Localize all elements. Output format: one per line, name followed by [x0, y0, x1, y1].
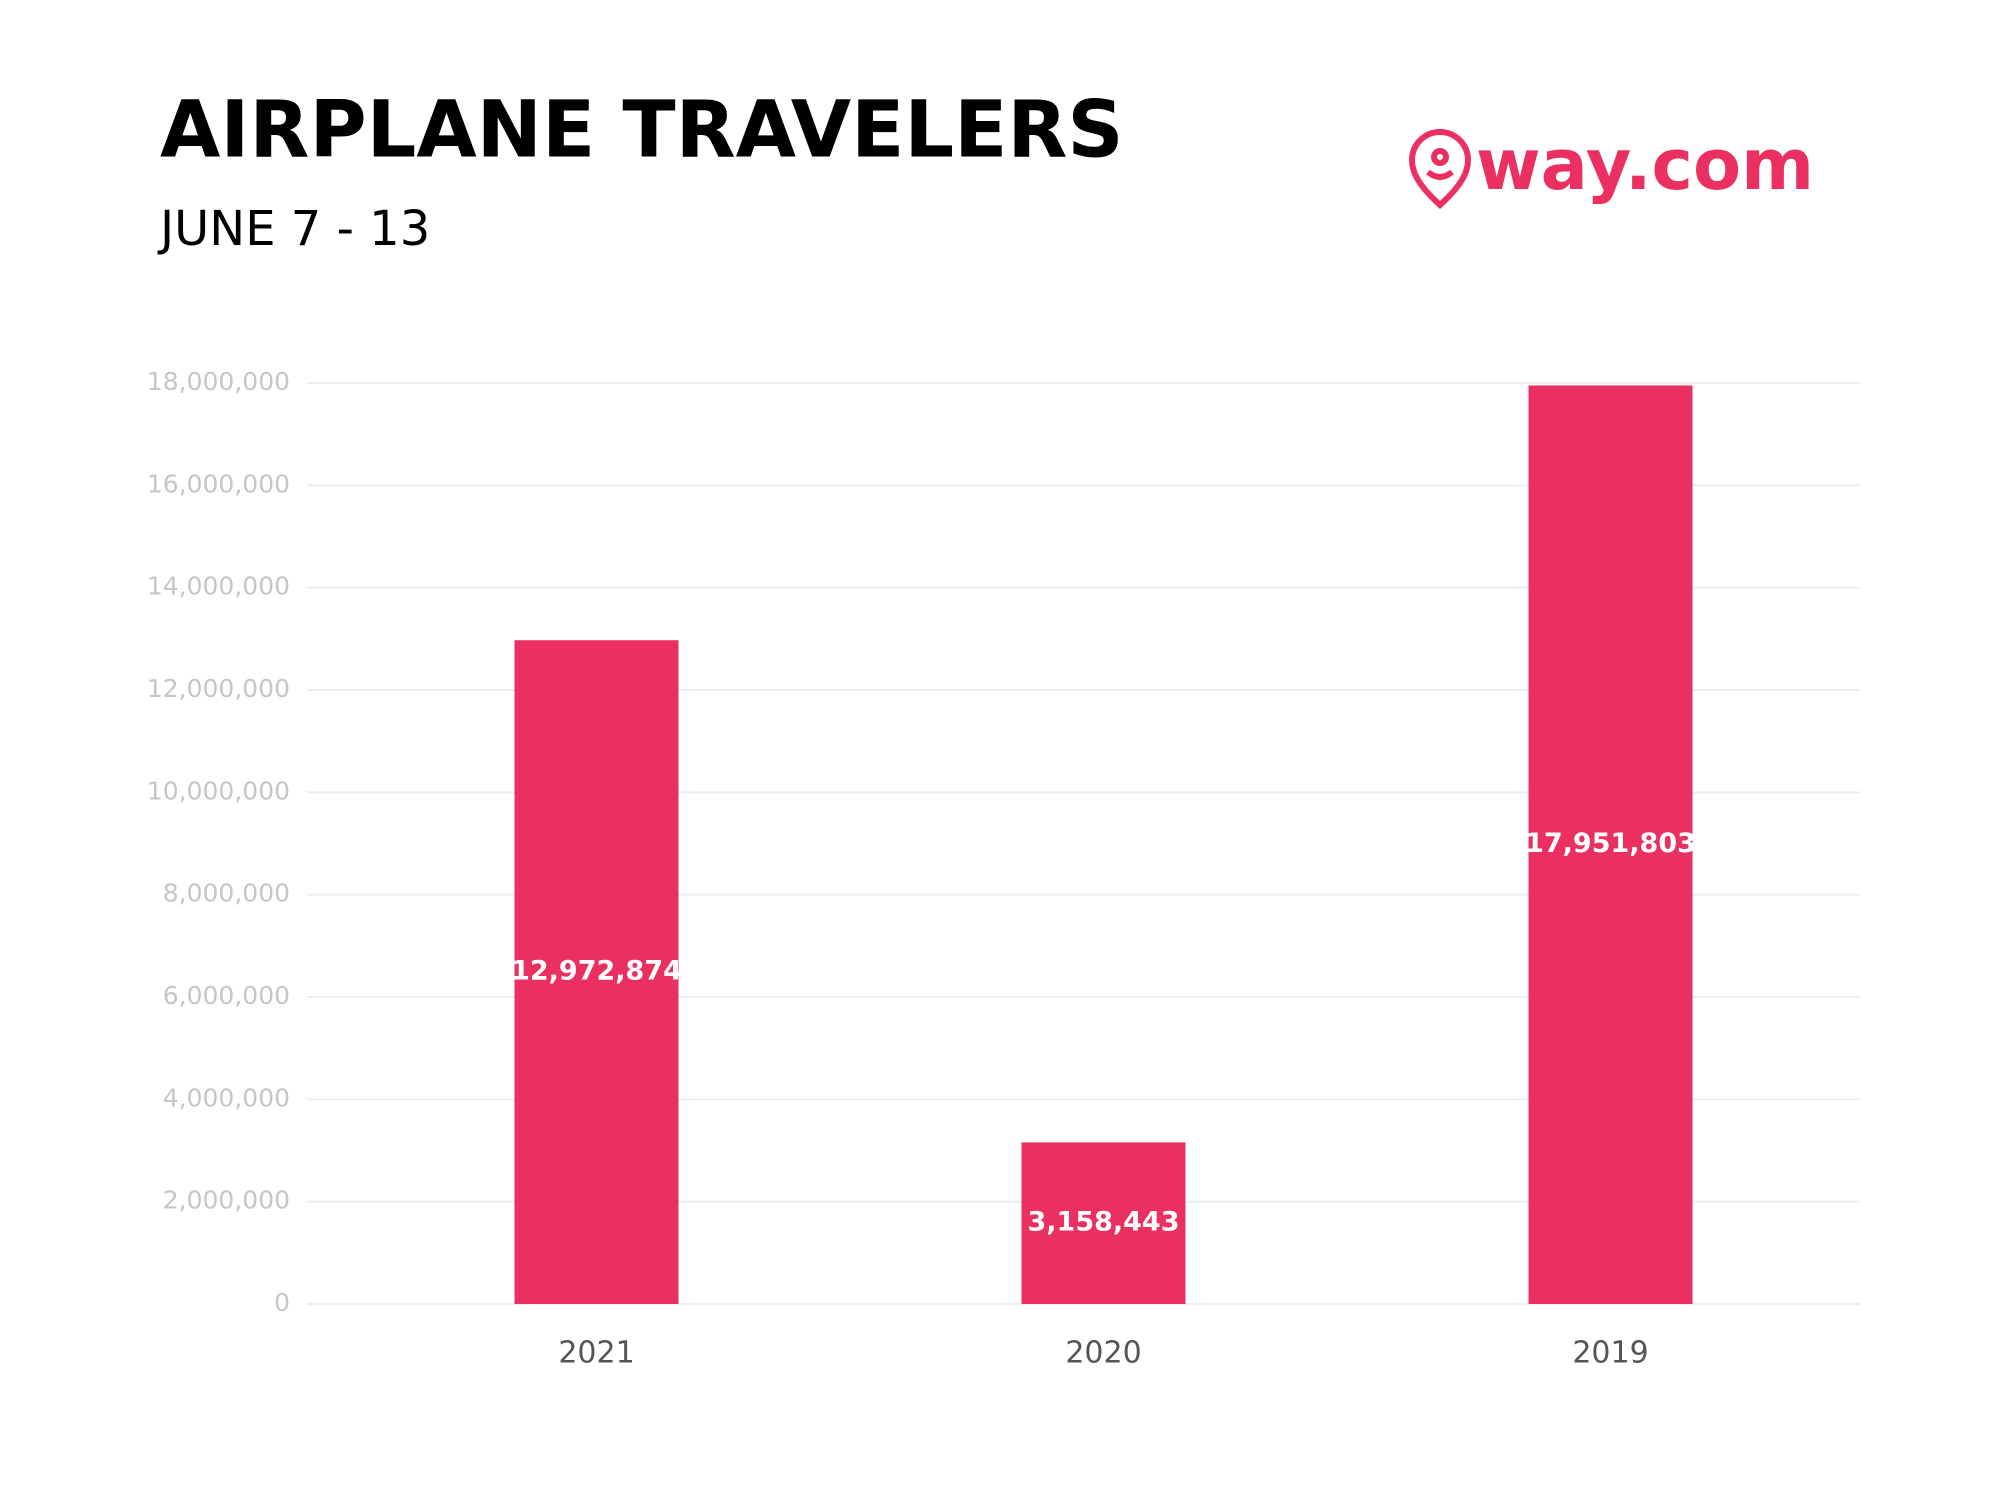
x-tick-label: 2019: [1572, 1336, 1648, 1371]
y-tick-label: 8,000,000: [163, 879, 290, 908]
y-tick-label: 10,000,000: [147, 776, 290, 805]
y-tick-label: 0: [274, 1288, 290, 1317]
y-tick-label: 18,000,000: [147, 367, 290, 396]
y-tick-label: 6,000,000: [163, 981, 290, 1010]
y-tick-label: 14,000,000: [147, 572, 290, 601]
y-tick-label: 2,000,000: [163, 1186, 290, 1215]
bar: [1528, 385, 1693, 1305]
value-label: 12,972,874: [511, 956, 682, 987]
chart-subtitle: JUNE 7 - 13: [157, 201, 430, 257]
y-tick-label: 4,000,000: [163, 1083, 290, 1112]
logo-text: way.com: [1476, 124, 1814, 206]
bar: [514, 640, 679, 1304]
chart-title: AIRPLANE TRAVELERS: [160, 85, 1124, 175]
value-label: 17,951,803: [1525, 828, 1696, 859]
y-tick-label: 12,000,000: [147, 674, 290, 703]
x-tick-label: 2020: [1065, 1336, 1141, 1371]
x-tick-label: 2021: [558, 1336, 634, 1371]
value-label: 3,158,443: [1027, 1207, 1179, 1238]
bar: [1021, 1142, 1186, 1304]
y-tick-label: 16,000,000: [147, 469, 290, 498]
logo-icon: [1408, 129, 1472, 210]
